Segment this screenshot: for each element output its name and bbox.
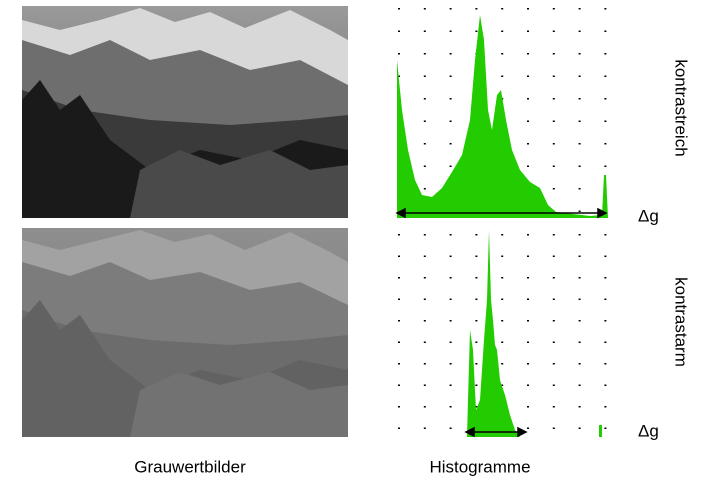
row-label: kontrastarm (672, 277, 691, 367)
caption: Histogramme (429, 457, 530, 476)
delta-label: Δg (638, 206, 659, 225)
histogram-low (467, 230, 602, 437)
high-contrast-image (22, 6, 348, 218)
low-contrast-image (22, 228, 348, 437)
delta-label: Δg (638, 421, 659, 440)
histogram-high (397, 15, 608, 218)
caption: Grauwertbilder (134, 457, 246, 476)
row-label: kontrastreich (672, 59, 691, 156)
range-arrows (395, 207, 608, 438)
